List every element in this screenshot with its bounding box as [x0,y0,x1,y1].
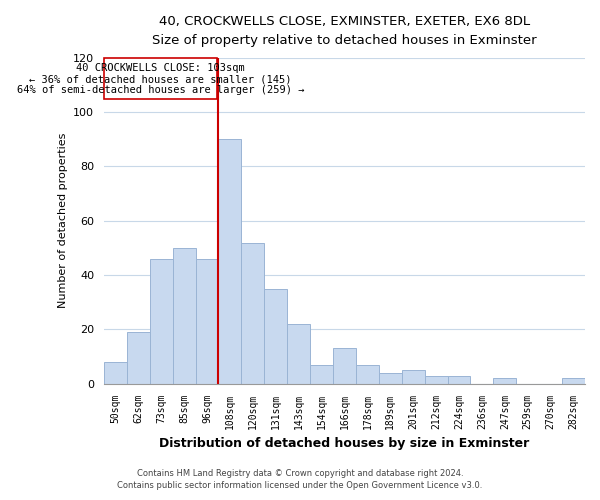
Bar [493,378,516,384]
Bar [310,364,333,384]
Bar [218,140,241,384]
Bar [264,288,287,384]
Bar [425,376,448,384]
Text: ← 36% of detached houses are smaller (145): ← 36% of detached houses are smaller (14… [29,74,292,84]
Title: 40, CROCKWELLS CLOSE, EXMINSTER, EXETER, EX6 8DL
Size of property relative to de: 40, CROCKWELLS CLOSE, EXMINSTER, EXETER,… [152,15,537,47]
Bar [402,370,425,384]
Text: 40 CROCKWELLS CLOSE: 103sqm: 40 CROCKWELLS CLOSE: 103sqm [76,64,245,74]
Bar [173,248,196,384]
Bar [287,324,310,384]
Text: 64% of semi-detached houses are larger (259) →: 64% of semi-detached houses are larger (… [17,85,304,95]
Bar [241,242,264,384]
Bar [104,362,127,384]
FancyBboxPatch shape [104,58,217,98]
X-axis label: Distribution of detached houses by size in Exminster: Distribution of detached houses by size … [160,437,530,450]
Bar [333,348,356,384]
Bar [127,332,150,384]
Bar [196,259,218,384]
Bar [379,373,402,384]
Y-axis label: Number of detached properties: Number of detached properties [58,133,68,308]
Bar [150,259,173,384]
Text: Contains HM Land Registry data © Crown copyright and database right 2024.
Contai: Contains HM Land Registry data © Crown c… [118,468,482,490]
Bar [562,378,585,384]
Bar [448,376,470,384]
Bar [356,364,379,384]
